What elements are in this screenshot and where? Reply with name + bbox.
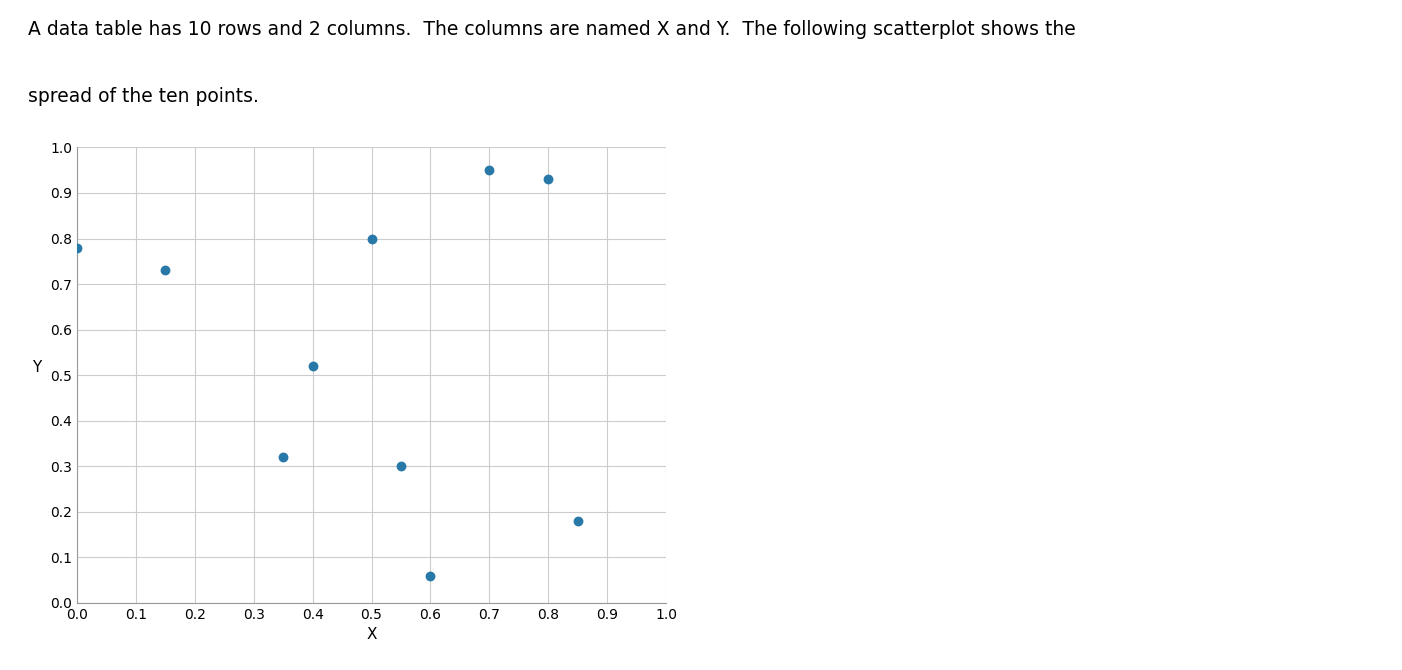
Y-axis label: Y: Y	[32, 360, 41, 375]
Text: A data table has 10 rows and 2 columns.  The columns are named X and Y.  The fol: A data table has 10 rows and 2 columns. …	[28, 20, 1075, 39]
Point	[360, 233, 383, 244]
Point	[566, 516, 589, 527]
Point	[66, 243, 88, 253]
Point	[272, 452, 294, 462]
Point	[537, 174, 559, 185]
Point	[419, 570, 442, 581]
Point	[154, 265, 177, 276]
Point	[301, 360, 324, 371]
Point	[390, 461, 412, 472]
Text: spread of the ten points.: spread of the ten points.	[28, 87, 259, 106]
X-axis label: X: X	[366, 627, 377, 643]
Point	[478, 165, 501, 176]
